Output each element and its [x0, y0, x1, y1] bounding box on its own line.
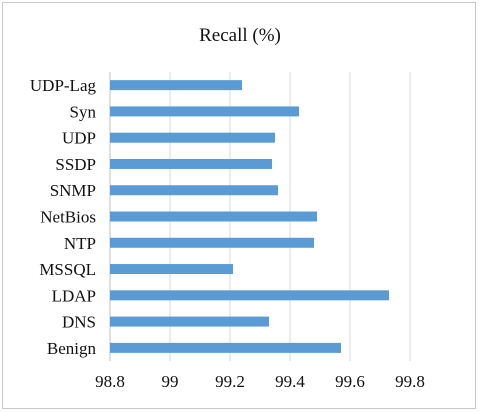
y-tick-label-ldap: LDAP [52, 286, 96, 305]
x-tick-label-4: 99.6 [335, 372, 365, 391]
x-tick-label-1: 99 [162, 372, 179, 391]
y-tick-label-udp: UDP [62, 129, 96, 148]
bar-ldap [110, 290, 389, 301]
y-tick-label-netbios: NetBios [40, 208, 96, 227]
bar-syn [110, 106, 299, 117]
chart-title: Recall (%) [199, 25, 281, 46]
y-tick-label-syn: Syn [70, 102, 97, 121]
bar-benign [110, 342, 341, 353]
bar-ssdp [110, 158, 272, 169]
x-tick-label-5: 99.8 [395, 372, 425, 391]
y-tick-label-udp-lag: UDP-Lag [30, 76, 97, 95]
bar-netbios [110, 211, 317, 222]
y-tick-label-ntp: NTP [64, 234, 96, 253]
bar-ntp [110, 237, 314, 248]
x-tick-label-3: 99.4 [275, 372, 305, 391]
bar-udp-lag [110, 80, 242, 91]
x-tick-label-2: 99.2 [215, 372, 245, 391]
bar-udp [110, 132, 275, 143]
y-tick-label-mssql: MSSQL [39, 260, 96, 279]
x-tick-label-0: 98.8 [95, 372, 125, 391]
y-tick-label-dns: DNS [62, 313, 96, 332]
chart-frame: Recall (%) [2, 2, 476, 409]
bar-snmp [110, 185, 278, 196]
bar-dns [110, 316, 269, 327]
bar-mssql [110, 264, 233, 275]
y-tick-label-ssdp: SSDP [55, 155, 96, 174]
y-tick-label-benign: Benign [47, 339, 97, 358]
y-tick-label-snmp: SNMP [50, 181, 96, 200]
